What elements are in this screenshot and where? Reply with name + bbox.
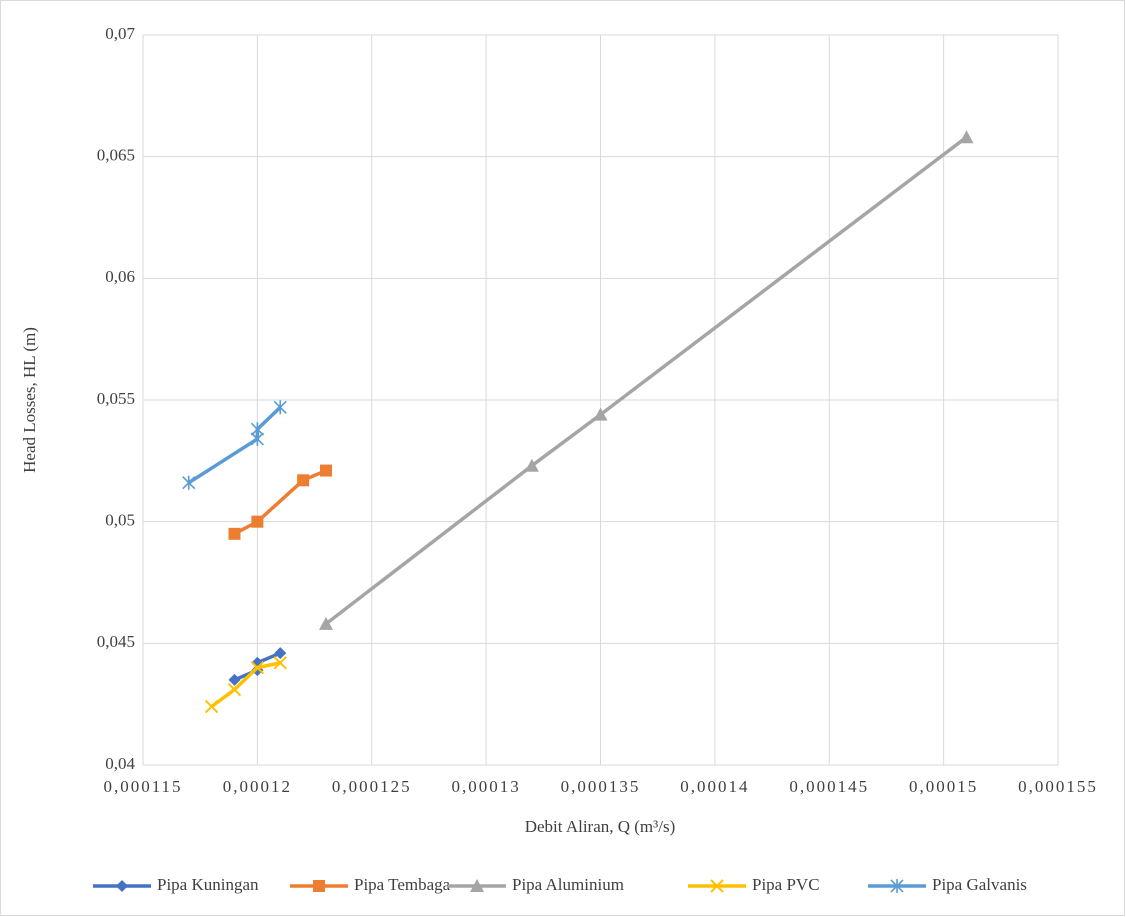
legend-item: Pipa Kuningan [93, 875, 259, 894]
x-tick-label: 0,000115 [103, 777, 182, 796]
marker [228, 527, 241, 540]
marker [273, 400, 287, 415]
legend-marker [890, 879, 904, 893]
marker [320, 464, 332, 477]
marker [182, 475, 196, 490]
marker [250, 422, 264, 437]
y-tick-label: 0,07 [105, 24, 135, 43]
marker [274, 647, 287, 660]
legend-marker [313, 880, 325, 892]
legend-label: Pipa Tembaga [354, 875, 451, 894]
legend-label: Pipa Kuningan [157, 875, 259, 894]
legend-marker [470, 879, 484, 892]
x-tick-label: 0,000125 [332, 777, 412, 796]
legend-label: Pipa Aluminium [512, 875, 624, 894]
y-tick-label: 0,055 [97, 389, 135, 408]
y-tick-label: 0,04 [105, 754, 135, 773]
marker [251, 515, 264, 528]
marker [250, 660, 265, 675]
x-tick-label: 0,00015 [909, 777, 978, 796]
legend-item: Pipa Tembaga [290, 875, 451, 894]
x-tick-label: 0,00013 [452, 777, 521, 796]
y-tick-label: 0,045 [97, 632, 135, 651]
legend-label: Pipa PVC [752, 875, 820, 894]
x-tick-label: 0,000135 [561, 777, 641, 796]
marker [228, 673, 241, 686]
y-axis-title: Head Losses, HL (m) [20, 327, 39, 473]
marker [319, 616, 333, 630]
series-line [210, 661, 281, 709]
x-axis-title: Debit Aliran, Q (m³/s) [525, 817, 676, 836]
marker [204, 699, 219, 714]
y-tick-label: 0,065 [97, 146, 135, 165]
marker [524, 458, 539, 472]
marker [593, 407, 608, 421]
series-line [233, 468, 327, 536]
x-tick-label: 0,000145 [789, 777, 869, 796]
marker [227, 682, 242, 697]
marker [273, 656, 287, 670]
legend-item: Pipa PVC [688, 875, 820, 894]
legend-marker [116, 880, 128, 892]
legend-item: Pipa Galvanis [868, 875, 1027, 894]
x-tick-label: 0,00012 [223, 777, 292, 796]
legend-item: Pipa Aluminium [448, 875, 624, 894]
y-tick-label: 0,06 [105, 267, 135, 286]
series-line [324, 135, 968, 626]
marker [959, 130, 974, 144]
x-tick-label: 0,00014 [680, 777, 749, 796]
legend-marker [710, 879, 724, 893]
y-tick-label: 0,05 [105, 511, 135, 530]
legend-label: Pipa Galvanis [932, 875, 1027, 894]
x-tick-label: 0,000155 [1018, 777, 1098, 796]
marker [297, 474, 310, 487]
